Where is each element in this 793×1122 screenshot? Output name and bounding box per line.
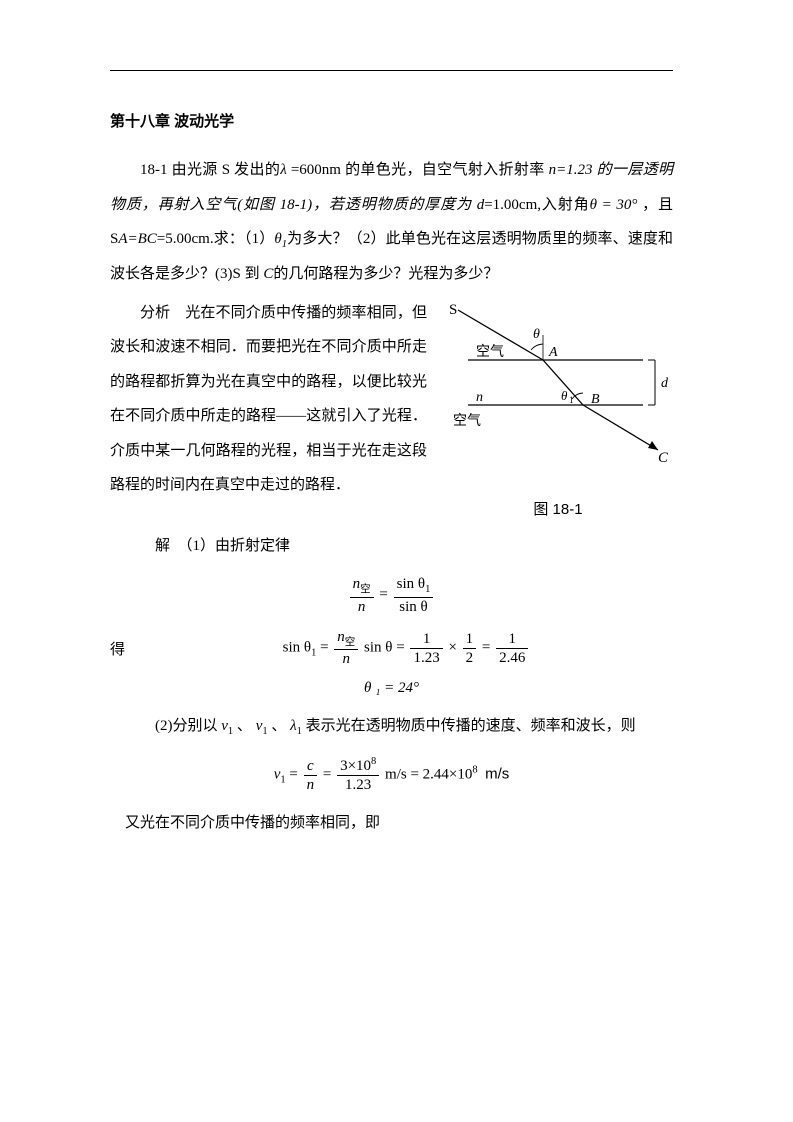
problem-statement: 18-1 由光源 S 发出的λ =600nm 的单色光，自空气射入折射率 n=1… [110, 153, 673, 292]
eq3-text: θ ₁ = 24° [364, 680, 419, 696]
eq2-f3d: 2 [463, 649, 477, 667]
sep2: 、 [271, 718, 286, 734]
equation-1: n空 n = sin θ1 sin θ [110, 575, 673, 616]
eq2-f1ns: 空 [345, 637, 356, 648]
eq2-times: × [448, 639, 456, 655]
lambda-sym: λ [280, 162, 287, 178]
equation-3: θ ₁ = 24° [110, 680, 673, 697]
analysis-label: 分析 [140, 305, 170, 321]
fig-label-S: S [449, 302, 457, 318]
fig-label-air2: 空气 [453, 413, 481, 429]
sabc-ital: A=BC [118, 231, 156, 247]
eq1-rnum-sub: 1 [425, 584, 430, 595]
eq4-u2: m/s [485, 766, 509, 783]
eq1-rnum: sin θ [397, 576, 425, 592]
fig-label-n: n [476, 390, 483, 405]
eq2-lhs-sub: 1 [311, 647, 316, 658]
prob-t1: 由光源 S 发出的 [172, 162, 281, 178]
fig-label-d: d [661, 376, 669, 391]
equation-2: sin θ1 = n空 n sin θ = 1 1.23 × 1 2 = 1 2… [140, 628, 673, 669]
eq2-f1n: n [337, 629, 345, 645]
de-label: 得 [110, 638, 140, 659]
prob-t2: =600nm 的单色光，自空气射入折射率 [291, 162, 549, 178]
fig-label-C: C [658, 450, 669, 465]
theta1-sym: θ [274, 231, 281, 247]
sabc-val: =5.00cm.求：（1） [157, 231, 275, 247]
problem-number: 18-1 [140, 162, 168, 178]
fig-label-theta1: θ [561, 388, 568, 403]
top-rule [110, 70, 673, 71]
equation-2-row: 得 sin θ1 = n空 n sin θ = 1 1.23 × 1 2 = 1… [110, 628, 673, 669]
eq4-f1d: n [304, 776, 318, 794]
c-sym: C [263, 266, 273, 282]
sep1: 、 [237, 718, 252, 734]
fig-label-theta1-sub: 1 [569, 395, 574, 405]
analysis-text: 光在不同介质中传播的频率相同，但波长和波速不相同．而要把光在不同介质中所走的路程… [110, 305, 427, 494]
eq1-den: n [350, 598, 374, 616]
eq2-f2d: 1.23 [410, 649, 442, 667]
eq1-num-sub: 空 [360, 584, 371, 595]
v1s: 1 [228, 726, 233, 737]
part2-line: (2)分别以 v1 、 ν1 、 λ1 表示光在透明物质中传播的速度、频率和波长… [110, 709, 673, 744]
fig-label-B: B [591, 392, 600, 407]
sol-label: 解 [155, 538, 170, 554]
solution-head: 解 （1）由折射定律 [110, 529, 673, 564]
eq2-f3n: 1 [463, 630, 477, 649]
theta-sym: θ [590, 197, 597, 213]
lam1s: 1 [297, 726, 302, 737]
p2b: 表示光在透明物质中传播的速度、频率和波长，则 [306, 718, 636, 734]
refraction-diagram: S A B C θ θ 1 空气 n 空气 d [443, 300, 673, 465]
d-val: =1.00cm,入射角 [484, 197, 589, 213]
eq2-mid: sin θ [364, 639, 392, 655]
figure-18-1: S A B C θ θ 1 空气 n 空气 d 图 18-1 [443, 300, 673, 519]
eq2-f1d: n [334, 650, 358, 668]
fig-label-theta: θ [533, 327, 540, 342]
theta-val: = 30° [597, 197, 637, 213]
equation-4: v1 = c n = 3×108 1.23 m/s = 2.44×108 m/s [110, 756, 673, 794]
chapter-title: 第十八章 波动光学 [110, 110, 673, 131]
eq4-lhs-s: 1 [280, 775, 285, 786]
q3-tail: 的几何路程为多少？光程为多少？ [273, 266, 498, 282]
eq4-f1n: c [304, 757, 318, 776]
fig-label-A: A [548, 345, 558, 360]
eq4-u1: m/s = 2.44×10 [385, 767, 472, 783]
eq2-f2n: 1 [410, 630, 442, 649]
eq4-f2d: 1.23 [337, 776, 379, 794]
eq2-f4n: 1 [496, 630, 528, 649]
nu1s: 1 [262, 726, 267, 737]
v1: v [221, 718, 228, 734]
eq4-u1s: 8 [472, 765, 477, 776]
figure-caption: 图 18-1 [443, 498, 673, 519]
eq2-lhs: sin θ [283, 639, 311, 655]
part1-label: （1）由折射定律 [185, 538, 290, 554]
eq2-f4d: 2.46 [496, 649, 528, 667]
tail-line: 又光在不同介质中传播的频率相同，即 [110, 806, 673, 841]
page: 第十八章 波动光学 18-1 由光源 S 发出的λ =600nm 的单色光，自空… [0, 0, 793, 1122]
p2a: (2)分别以 [155, 718, 221, 734]
eq4-f2ns: 8 [371, 756, 376, 767]
fig-label-air1: 空气 [476, 344, 504, 360]
eq1-rden: sin θ [394, 598, 434, 616]
eq4-f2n: 3×10 [340, 758, 371, 774]
